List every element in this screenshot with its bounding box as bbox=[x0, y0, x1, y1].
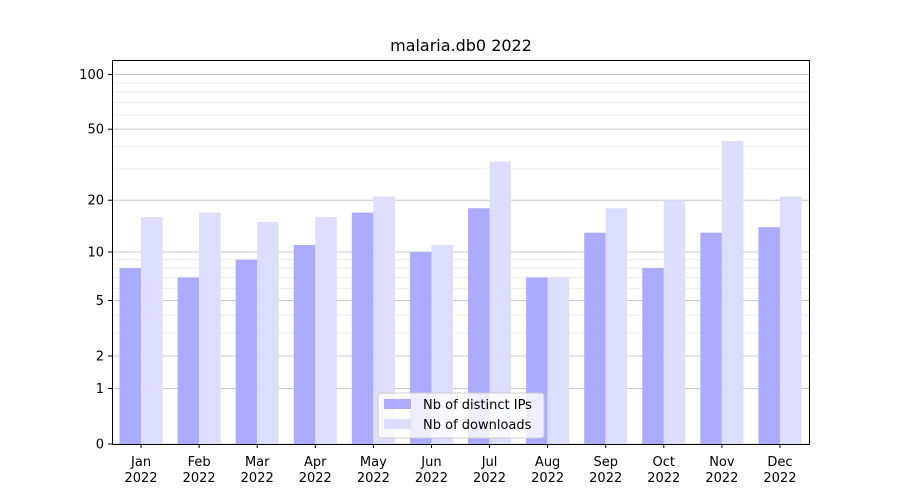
y-tick-label: 20 bbox=[87, 194, 104, 209]
plot-frame bbox=[112, 60, 810, 445]
x-tick-label: May 2022 bbox=[357, 455, 390, 486]
legend-box bbox=[377, 392, 545, 439]
bar-distinct-ips-feb bbox=[177, 277, 200, 444]
bar-downloads-jul bbox=[489, 161, 512, 444]
bar-distinct-ips-sep bbox=[584, 232, 606, 444]
bars-layer bbox=[119, 140, 802, 445]
bar-downloads-apr bbox=[315, 217, 337, 444]
x-tick-label: Mar 2022 bbox=[241, 455, 274, 486]
bar-distinct-ips-dec bbox=[758, 227, 780, 444]
y-tick-label: 10 bbox=[87, 246, 104, 261]
chart-title: malaria.db0 2022 bbox=[390, 36, 532, 55]
bar-distinct-ips-jan bbox=[119, 268, 142, 444]
y-tick-label: 5 bbox=[96, 294, 104, 309]
bar-downloads-nov bbox=[721, 140, 744, 445]
bar-distinct-ips-mar bbox=[235, 259, 258, 444]
bar-downloads-aug bbox=[547, 277, 570, 444]
bar-distinct-ips-oct bbox=[642, 268, 664, 444]
legend-label: Nb of downloads bbox=[423, 418, 532, 433]
x-tick-label: Apr 2022 bbox=[299, 455, 332, 486]
bar-downloads-jan bbox=[141, 217, 163, 444]
bar-downloads-oct bbox=[663, 200, 686, 444]
y-tick-label: 1 bbox=[96, 382, 104, 397]
x-tick-label: Dec 2022 bbox=[763, 455, 796, 486]
x-tick-label: Oct 2022 bbox=[647, 455, 680, 486]
bar-distinct-ips-jul bbox=[468, 208, 490, 444]
bar-distinct-ips-apr bbox=[293, 245, 316, 444]
x-tick-label: Jun 2022 bbox=[415, 455, 448, 486]
y-tick-label: 100 bbox=[79, 68, 104, 83]
legend-swatch bbox=[384, 399, 411, 409]
grid-layer bbox=[112, 73, 809, 445]
x-tick-label: Jan 2022 bbox=[124, 455, 157, 486]
y-tick-label: 2 bbox=[96, 350, 104, 365]
bar-downloads-may bbox=[373, 196, 395, 444]
bar-downloads-dec bbox=[779, 196, 802, 444]
x-tick-label: Feb 2022 bbox=[183, 455, 216, 486]
x-tick-label: Jul 2022 bbox=[473, 455, 506, 486]
x-tick-label: Aug 2022 bbox=[531, 455, 564, 486]
x-tick-label: Sep 2022 bbox=[589, 455, 622, 486]
y-tick-label: 50 bbox=[87, 123, 104, 138]
x-tick-label: Nov 2022 bbox=[705, 455, 738, 486]
bar-distinct-ips-may bbox=[351, 212, 374, 444]
legend: Nb of distinct IPs Nb of downloads bbox=[377, 392, 545, 439]
bar-distinct-ips-nov bbox=[700, 232, 722, 444]
bar-downloads-feb bbox=[199, 212, 221, 444]
bar-downloads-mar bbox=[257, 221, 279, 444]
y-tick-label: 0 bbox=[96, 438, 104, 453]
legend-label: Nb of distinct IPs bbox=[423, 398, 532, 413]
ticks-layer: 0 1 2 5 10 20 50 100 Jan 2022 Feb 2022 Mar 2022 Apr 202… bbox=[79, 68, 796, 486]
bar-downloads-sep bbox=[605, 208, 628, 444]
legend-swatch bbox=[384, 419, 411, 429]
